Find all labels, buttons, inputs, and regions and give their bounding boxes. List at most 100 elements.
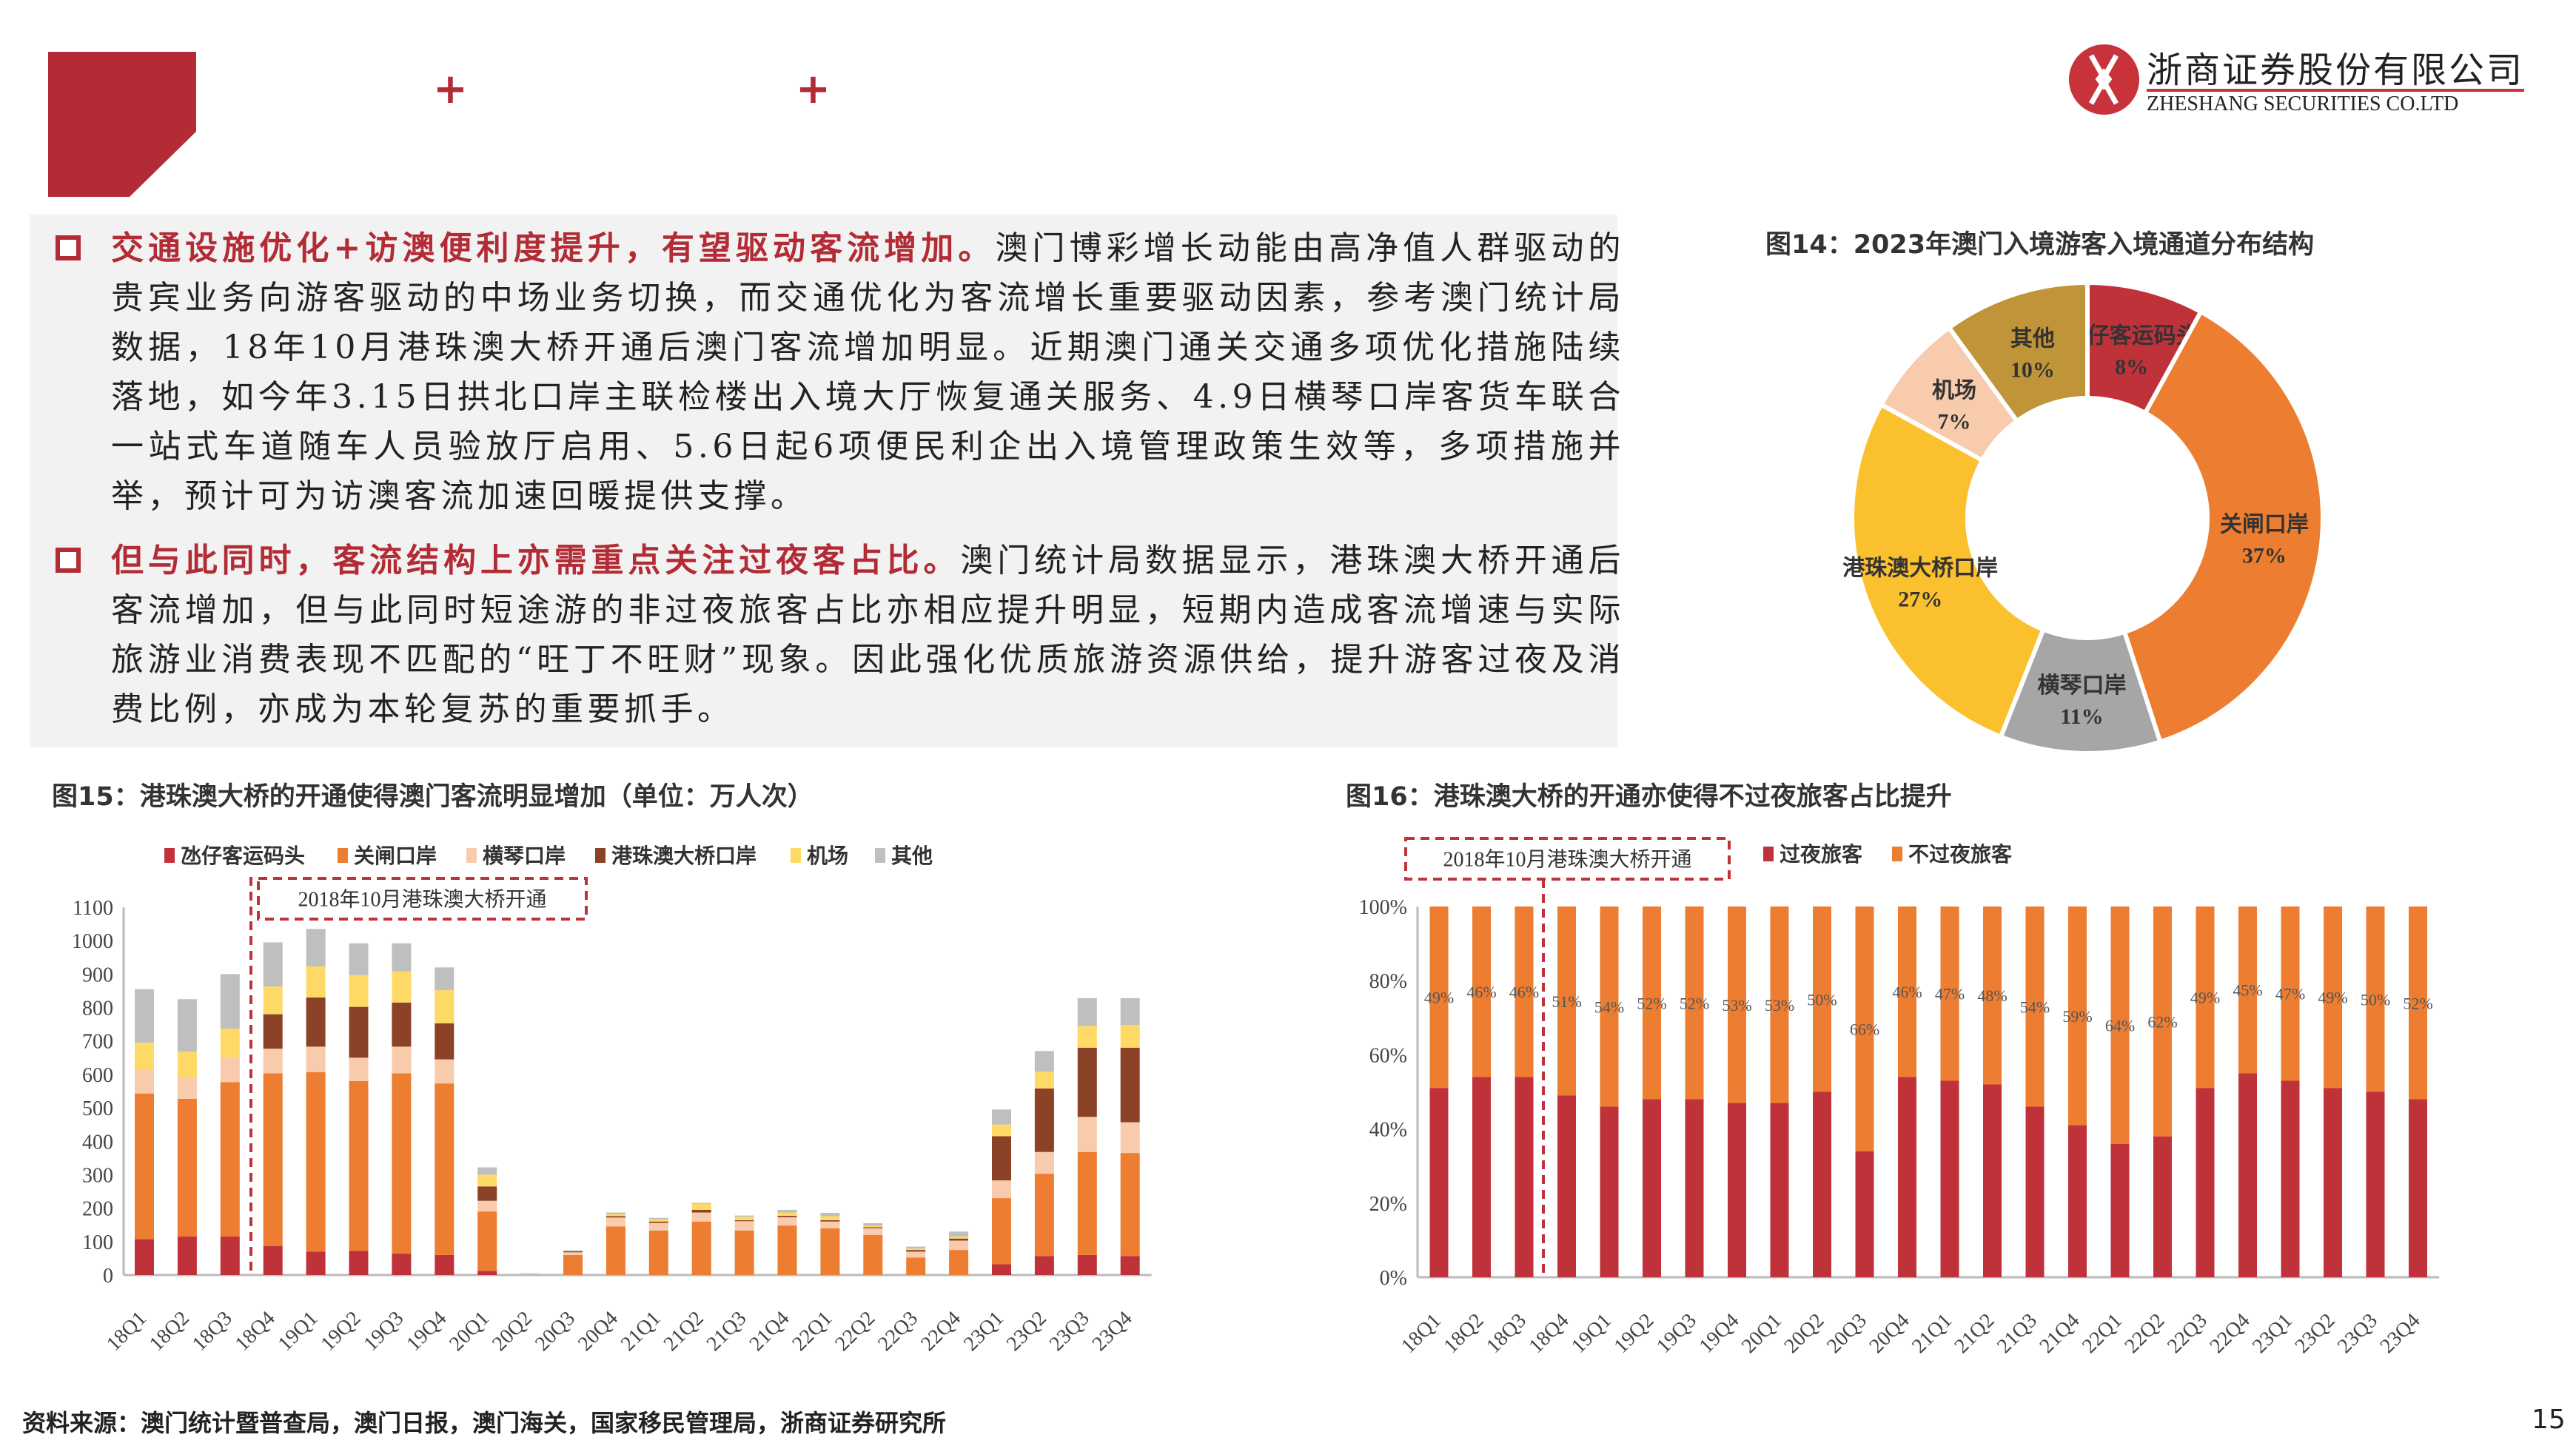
bar-segment	[1077, 1026, 1097, 1048]
bar-segment	[177, 1077, 197, 1099]
donut-slice-name: 其他	[2010, 327, 2055, 352]
bar-segment	[435, 1254, 455, 1275]
x-tick-label: 20Q4	[574, 1307, 623, 1356]
bar-segment	[1983, 1084, 2002, 1277]
bar-segment	[1120, 1122, 1140, 1154]
bar-segment	[777, 1212, 797, 1217]
paragraph-transport: 交通设施优化+访澳便利度提升，有望驱动客流增加。澳门博彩增长动能由高净值人群驱动…	[111, 223, 1625, 521]
bar-segment	[2110, 906, 2130, 1144]
fig16-title: 图16：港珠澳大桥的开通亦使得不过夜旅客占比提升	[1346, 782, 1952, 812]
bar-segment	[563, 1251, 583, 1253]
bar-segment	[606, 1212, 625, 1214]
x-tick-label: 18Q1	[1397, 1309, 1446, 1358]
x-tick-label: 19Q4	[1695, 1309, 1744, 1358]
y-tick-label: 40%	[1369, 1119, 1407, 1142]
bar-segment	[734, 1220, 754, 1222]
bullet-square-icon	[56, 235, 81, 260]
bar-segment	[135, 989, 154, 1043]
bar-segment	[1472, 906, 1491, 1077]
bar-segment	[392, 1073, 412, 1254]
donut-slice	[1945, 280, 2090, 425]
bar-segment	[2366, 1092, 2385, 1277]
bar-segment	[435, 1023, 455, 1060]
bar-segment	[2281, 906, 2300, 1081]
bar-data-label: 46%	[1509, 983, 1539, 1001]
bar-segment	[2025, 906, 2045, 1107]
bar-segment	[2196, 1088, 2215, 1277]
bar-data-label: 64%	[2105, 1016, 2135, 1035]
bar-segment	[2153, 906, 2172, 1137]
donut-slice-percent: 8%	[2115, 355, 2148, 380]
bar-segment	[1855, 906, 1874, 1151]
y-tick-label: 400	[82, 1131, 113, 1154]
bar-segment	[2409, 906, 2427, 1100]
bar-data-label: 48%	[1977, 986, 2007, 1005]
bar-segment	[1685, 906, 1704, 1100]
bar-segment	[992, 1136, 1011, 1181]
legend-swatch	[1763, 847, 1774, 861]
x-tick-label: 22Q1	[788, 1307, 836, 1356]
y-tick-label: 60%	[1369, 1044, 1407, 1067]
bar-data-label: 66%	[1850, 1020, 1879, 1038]
bar-segment	[1120, 998, 1140, 1026]
bar-segment	[563, 1254, 583, 1275]
bar-segment	[1855, 1151, 1874, 1277]
bar-segment	[992, 1124, 1011, 1137]
bar-segment	[477, 1167, 497, 1175]
legend-label: 其他	[891, 844, 933, 868]
bar-segment	[2068, 906, 2087, 1126]
bar-segment	[349, 1251, 369, 1275]
bar-segment	[1770, 1103, 1789, 1277]
x-tick-label: 22Q3	[873, 1307, 922, 1356]
donut-slice	[1850, 401, 2047, 740]
bar-segment	[263, 986, 283, 1015]
y-tick-label: 1000	[72, 930, 113, 953]
bar-segment	[306, 1072, 326, 1252]
bar-segment	[1813, 906, 1831, 1092]
bar-segment	[863, 1228, 883, 1235]
bar-segment	[435, 967, 455, 991]
bar-segment	[648, 1219, 668, 1222]
bar-segment	[2196, 906, 2215, 1089]
bar-segment	[1898, 906, 1916, 1077]
company-logo: 浙商证券股份有限公司 ZHESHANG SECURITIES CO.LTD	[2069, 41, 2528, 118]
x-tick-label: 21Q2	[1951, 1309, 1999, 1358]
bar-segment	[263, 1245, 283, 1275]
bar-segment	[349, 943, 369, 975]
fig14-donut-chart: 氹仔客运码头8%关闸口岸37%横琴口岸11%港珠澳大桥口岸27%机场7%其他10…	[1842, 280, 2325, 755]
bar-segment	[2238, 906, 2257, 1074]
bar-data-label: 45%	[2233, 981, 2262, 1000]
x-tick-label: 22Q4	[2206, 1309, 2255, 1358]
bar-segment	[992, 1264, 1011, 1275]
logo-name-en: ZHESHANG SECURITIES CO.LTD	[2147, 92, 2459, 115]
bar-segment	[648, 1217, 668, 1220]
bar-segment	[606, 1226, 625, 1275]
bar-segment	[2238, 1073, 2257, 1277]
bar-segment	[220, 1082, 240, 1237]
bar-segment	[820, 1220, 840, 1222]
y-tick-label: 0%	[1380, 1267, 1407, 1290]
bar-data-label: 47%	[2275, 985, 2305, 1003]
x-tick-label: 23Q4	[1088, 1307, 1137, 1356]
donut-slice-name: 机场	[1932, 378, 1976, 403]
logo-name-cn: 浙商证券股份有限公司	[2147, 50, 2525, 91]
bar-data-label: 47%	[1935, 985, 1965, 1003]
paragraph-body: 澳门博彩增长动能由高净值人群驱动的贵宾业务向游客驱动的中场业务切换，而交通优化为…	[111, 229, 1626, 515]
bar-segment	[691, 1202, 711, 1204]
bar-segment	[734, 1217, 754, 1220]
x-tick-label: 22Q4	[916, 1307, 965, 1356]
bar-segment	[949, 1238, 969, 1241]
bar-segment	[349, 1080, 369, 1251]
bar-segment	[1429, 906, 1449, 1089]
bar-segment	[1034, 1072, 1054, 1089]
legend-label: 港珠澳大桥口岸	[611, 844, 757, 868]
bar-segment	[949, 1240, 969, 1251]
bar-segment	[392, 1254, 412, 1275]
bar-segment	[777, 1209, 797, 1213]
bar-segment	[1898, 1077, 1916, 1277]
bar-segment	[949, 1250, 969, 1275]
y-tick-label: 500	[82, 1097, 113, 1120]
x-tick-label: 20Q2	[488, 1307, 537, 1356]
legend-label: 关闸口岸	[354, 844, 437, 868]
bar-data-label: 46%	[1466, 983, 1496, 1001]
